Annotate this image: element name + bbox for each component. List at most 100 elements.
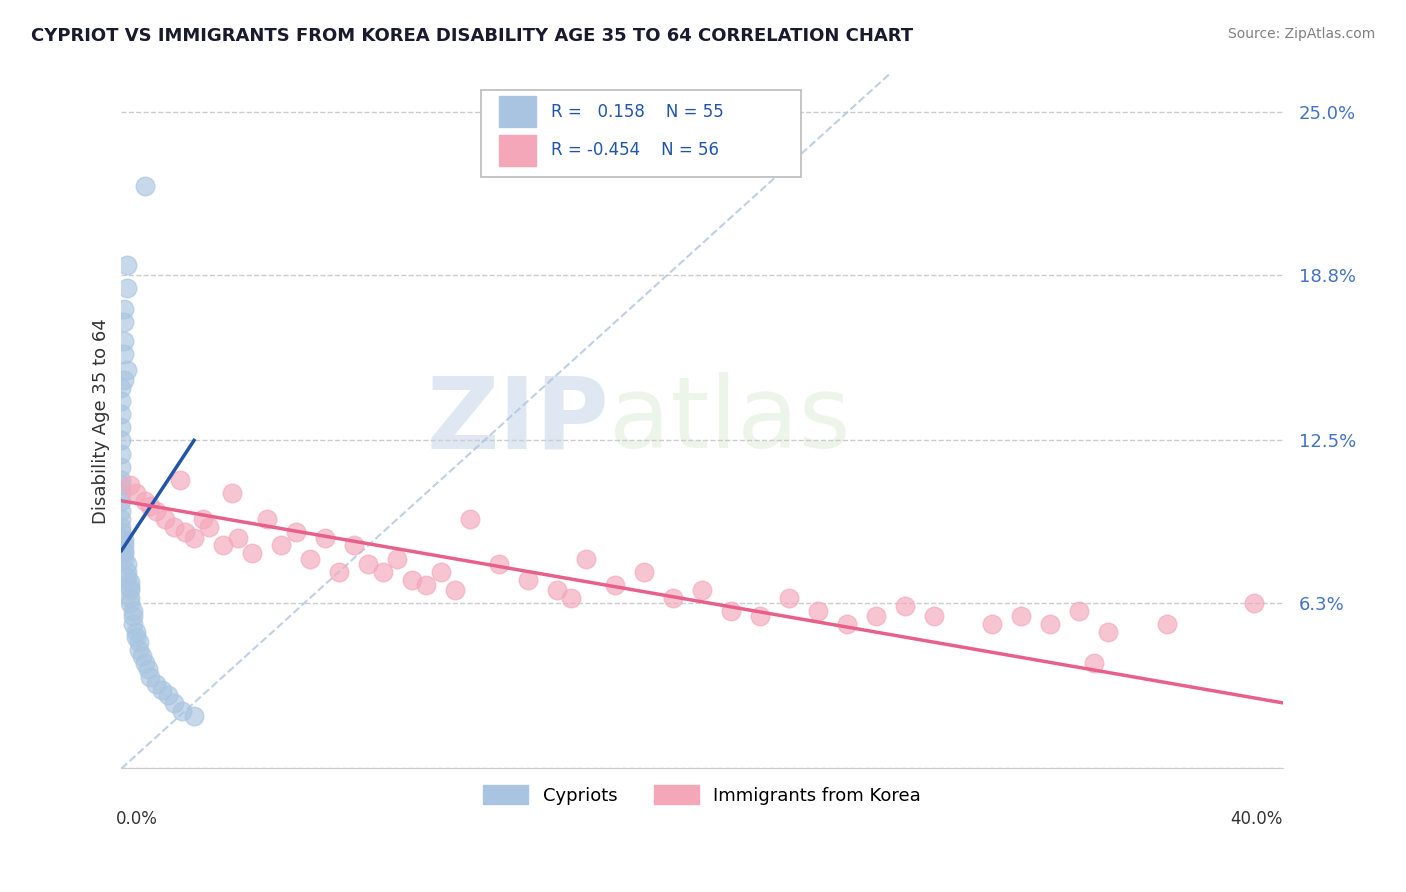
Point [156,688,179,702]
Point [120,582,142,597]
FancyBboxPatch shape [481,90,801,178]
Point [110,493,132,508]
Point [145,677,167,691]
Point [212,538,235,552]
Point [112,373,135,387]
Point [1156,617,1178,632]
Text: R =   0.158    N = 55: R = 0.158 N = 55 [551,103,724,120]
Point [120,478,142,492]
Point [131,648,153,663]
Point [1010,609,1032,624]
Point [112,302,135,317]
Point [110,446,132,460]
Point [112,533,135,548]
Point [110,434,132,448]
Point [128,643,150,657]
Point [110,525,132,540]
Point [191,512,214,526]
Point [401,573,423,587]
Point [1243,596,1265,610]
Point [690,582,713,597]
Point [110,394,132,409]
Point [110,381,132,395]
Point [117,565,139,579]
Point [197,520,219,534]
Point [837,617,859,632]
Point [981,617,1004,632]
Point [328,565,350,579]
Point [112,543,135,558]
Point [444,582,467,597]
Point [125,630,148,644]
Point [169,473,191,487]
Point [120,596,142,610]
Point [110,486,132,500]
Text: Source: ZipAtlas.com: Source: ZipAtlas.com [1227,27,1375,41]
Text: 40.0%: 40.0% [1230,811,1282,829]
Point [112,334,135,348]
Point [120,575,142,590]
Point [256,512,278,526]
Point [110,504,132,518]
Text: ZIP: ZIP [426,372,609,469]
Point [226,531,249,545]
Point [112,538,135,552]
Point [136,662,159,676]
Point [125,625,148,640]
Point [110,520,132,534]
Point [299,551,322,566]
Point [150,682,173,697]
Point [270,538,292,552]
Point [387,551,409,566]
Point [128,635,150,649]
Point [221,486,243,500]
Point [240,546,263,560]
Point [174,525,197,540]
Point [1097,625,1119,640]
FancyBboxPatch shape [499,135,536,166]
Point [603,578,626,592]
Point [110,407,132,421]
Point [415,578,437,592]
Text: atlas: atlas [609,372,851,469]
Point [1069,604,1091,618]
Point [865,609,887,624]
Text: 0.0%: 0.0% [115,811,157,829]
Point [110,512,132,526]
Point [163,520,186,534]
Point [560,591,582,605]
Point [117,281,139,295]
Point [112,551,135,566]
Point [134,493,156,508]
Point [284,525,307,540]
Point [546,582,568,597]
Point [749,609,772,624]
Point [633,565,655,579]
Point [139,499,162,513]
Point [429,565,451,579]
Point [110,478,132,492]
Point [110,459,132,474]
Point [125,486,148,500]
Point [1039,617,1062,632]
Point [110,531,132,545]
Point [314,531,336,545]
Point [122,604,145,618]
Point [112,546,135,560]
Point [117,258,139,272]
Point [110,420,132,434]
Point [122,609,145,624]
Point [183,709,205,723]
Point [662,591,685,605]
FancyBboxPatch shape [499,96,536,128]
Point [183,531,205,545]
Point [778,591,800,605]
Point [807,604,830,618]
Point [357,557,380,571]
Point [894,599,917,613]
Point [575,551,598,566]
Point [458,512,481,526]
Point [110,473,132,487]
Point [720,604,742,618]
Point [488,557,510,571]
